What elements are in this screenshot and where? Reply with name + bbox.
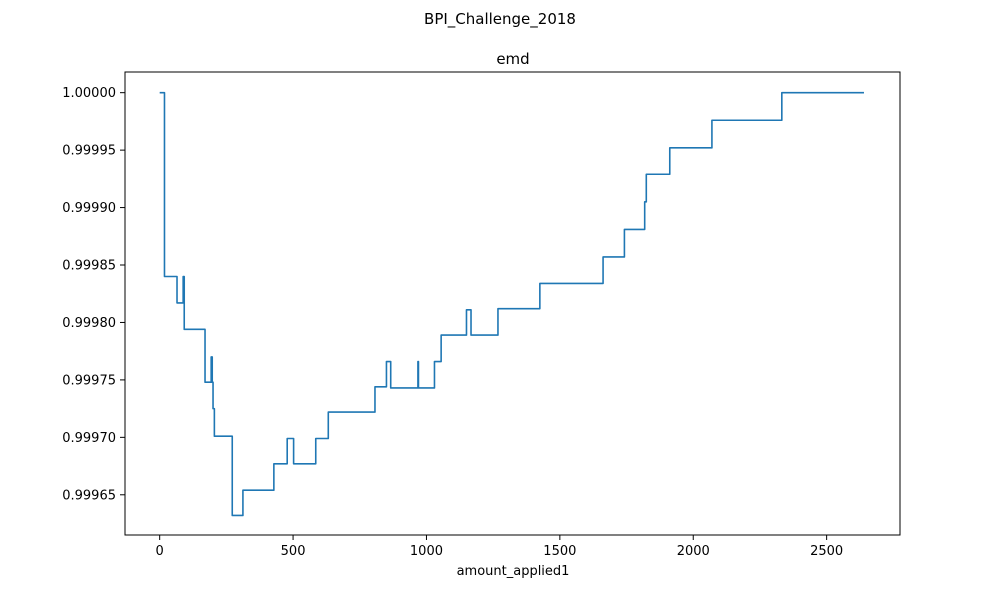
x-tick-label: 1500 [543, 544, 576, 559]
y-tick-label: 0.99990 [62, 201, 116, 216]
y-tick-label: 0.99980 [62, 316, 116, 331]
x-tick-label: 500 [281, 544, 306, 559]
y-tick-label: 0.99985 [62, 259, 116, 274]
axes-frame [124, 71, 901, 536]
y-tick-label: 0.99975 [62, 373, 116, 388]
series-line [159, 91, 864, 517]
x-tick-label: 1000 [410, 544, 443, 559]
chart-title: emd [496, 50, 529, 68]
y-axis: 0.99965 0.99970 0.99975 0.99980 0.99985 0.999… [62, 86, 125, 503]
figure-suptitle: BPI_Challenge_2018 [424, 10, 576, 29]
x-tick-label: 2000 [677, 544, 710, 559]
y-tick-label: 0.99970 [62, 431, 116, 446]
x-axis-label: amount_applied1 [457, 564, 570, 579]
x-tick-label: 0 [156, 544, 164, 559]
plot-area [159, 91, 864, 517]
x-tick-label: 2500 [810, 544, 843, 559]
y-tick-label: 1.00000 [62, 86, 116, 101]
y-tick-label: 0.99965 [62, 488, 116, 503]
x-axis: 0 500 1000 1500 2000 2500 [156, 535, 843, 559]
y-tick-label: 0.99995 [62, 144, 116, 159]
